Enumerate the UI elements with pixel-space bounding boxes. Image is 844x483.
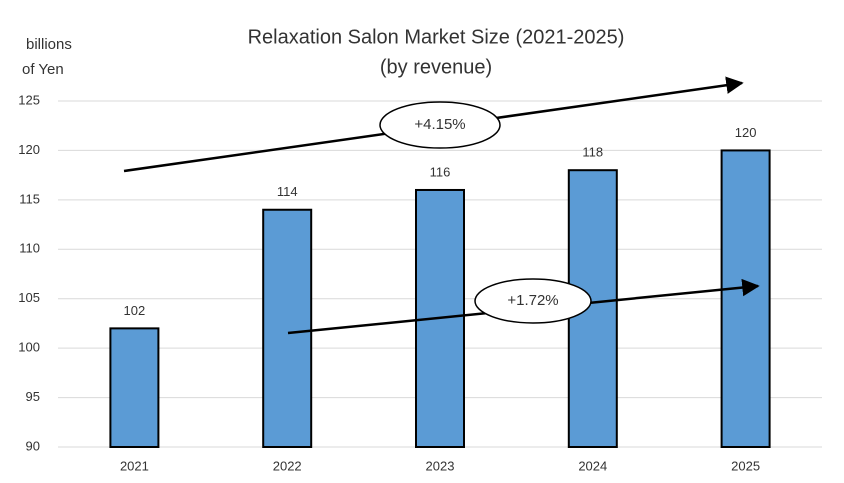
y-tick-label: 125 <box>18 92 40 107</box>
annotation-text: +4.15% <box>414 116 465 133</box>
chart-subtitle: (by revenue) <box>380 56 492 78</box>
y-tick-label: 100 <box>18 340 40 355</box>
x-tick-label: 2022 <box>273 458 302 473</box>
y-tick-label: 90 <box>26 438 40 453</box>
y-tick-label: 110 <box>19 241 40 256</box>
x-tick-label: 2025 <box>731 458 760 473</box>
annotation-ellipse <box>474 278 592 324</box>
data-label: 116 <box>430 164 451 179</box>
x-tick-label: 2024 <box>578 458 607 473</box>
data-label: 114 <box>277 184 298 199</box>
bar <box>109 327 160 448</box>
chart-title: Relaxation Salon Market Size (2021-2025) <box>248 26 625 48</box>
y-tick-label: 105 <box>18 290 40 305</box>
y-tick-label: 115 <box>19 191 40 206</box>
data-label: 118 <box>582 145 603 160</box>
bar <box>720 149 771 449</box>
y-axis-label: of Yen <box>22 61 64 78</box>
data-label: 102 <box>124 303 146 318</box>
x-tick-label: 2023 <box>426 458 455 473</box>
annotation-ellipse <box>379 101 501 149</box>
y-tick-label: 120 <box>18 142 40 157</box>
x-tick-label: 2021 <box>120 458 149 473</box>
annotation-text: +1.72% <box>507 292 558 309</box>
y-tick-label: 95 <box>26 389 40 404</box>
y-axis-label: billions <box>26 36 72 53</box>
data-label: 120 <box>735 125 757 140</box>
bar <box>262 208 313 448</box>
